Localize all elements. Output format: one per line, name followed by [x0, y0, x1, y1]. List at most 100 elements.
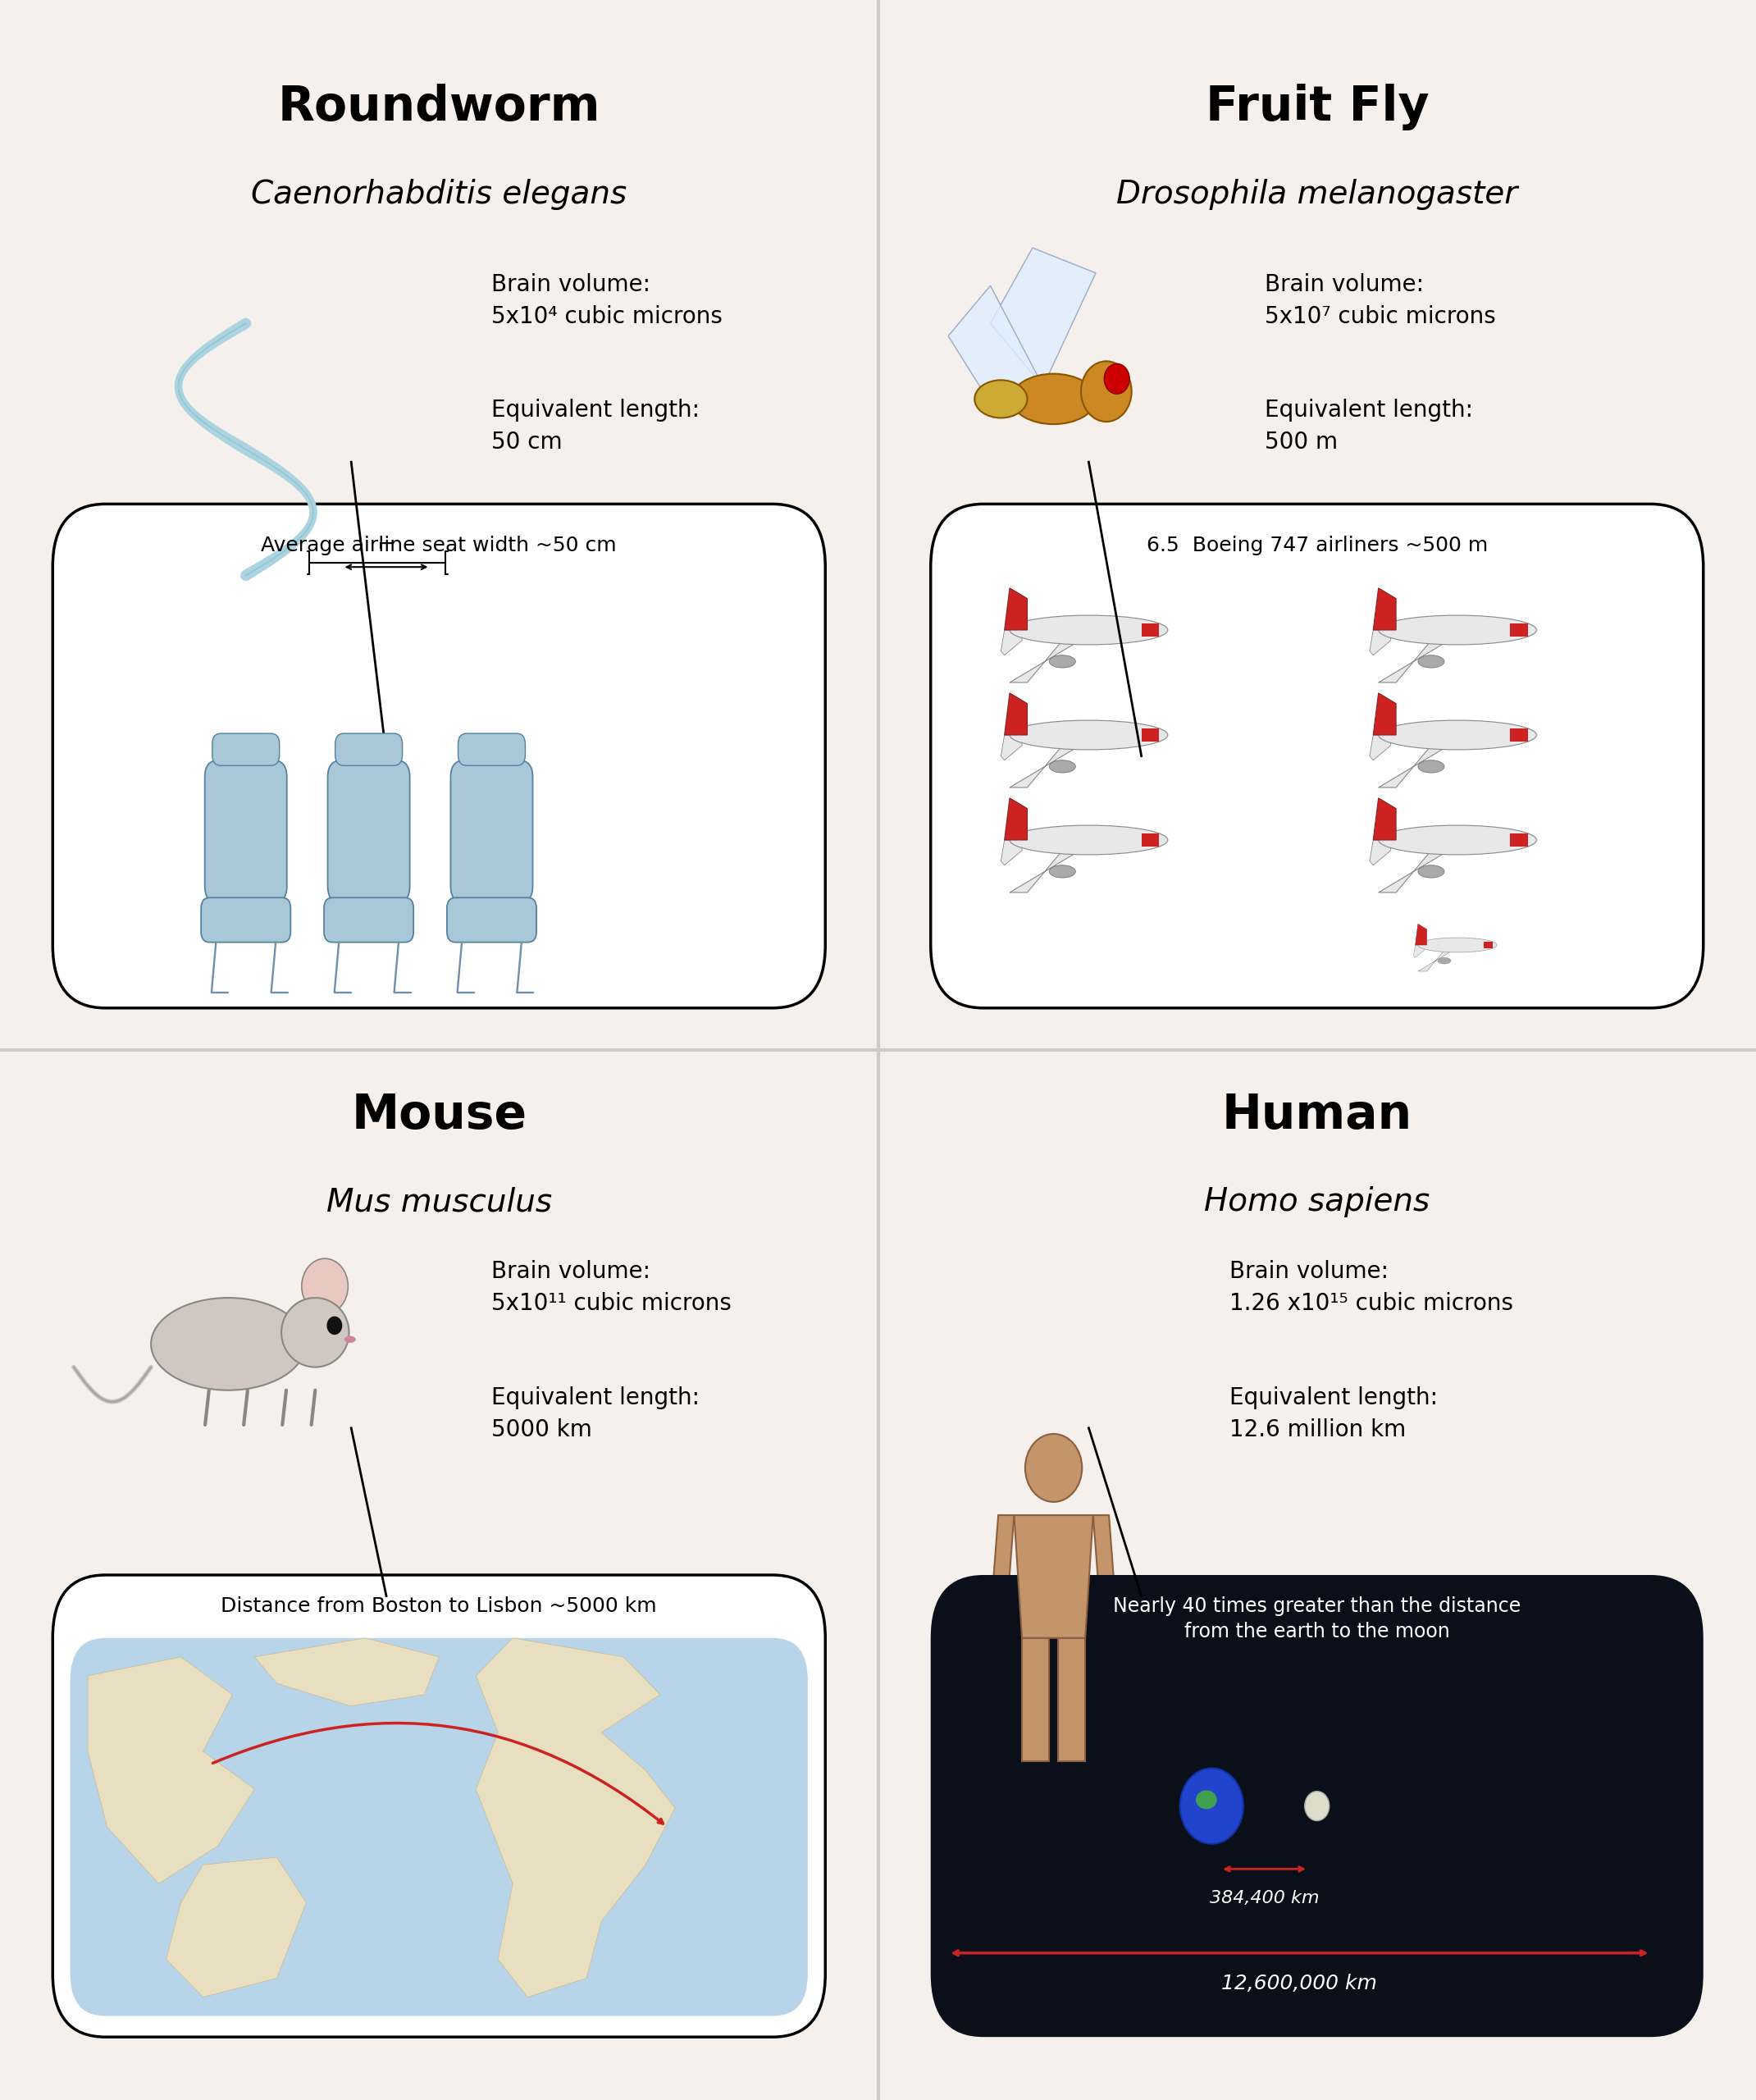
Text: Mouse: Mouse: [351, 1092, 527, 1138]
FancyBboxPatch shape: [53, 1575, 825, 2037]
Polygon shape: [1001, 840, 1022, 865]
Text: Equivalent length:
12.6 million km: Equivalent length: 12.6 million km: [1229, 1386, 1438, 1441]
Polygon shape: [1378, 840, 1466, 892]
Text: Roundworm: Roundworm: [277, 84, 601, 130]
Ellipse shape: [1378, 825, 1536, 855]
Text: ⌐: ⌐: [378, 533, 395, 557]
Polygon shape: [1059, 1638, 1085, 1760]
Polygon shape: [1141, 729, 1159, 741]
FancyBboxPatch shape: [70, 1638, 808, 2016]
FancyBboxPatch shape: [451, 760, 532, 903]
Ellipse shape: [344, 1336, 356, 1342]
Ellipse shape: [1196, 1789, 1217, 1808]
Circle shape: [327, 1317, 342, 1336]
Polygon shape: [1419, 945, 1461, 970]
Polygon shape: [1378, 630, 1466, 682]
Ellipse shape: [1050, 655, 1075, 668]
FancyBboxPatch shape: [200, 897, 290, 943]
FancyBboxPatch shape: [323, 897, 413, 943]
FancyBboxPatch shape: [446, 897, 536, 943]
Text: Equivalent length:
50 cm: Equivalent length: 50 cm: [492, 399, 701, 454]
FancyBboxPatch shape: [931, 1575, 1703, 2037]
Ellipse shape: [1050, 865, 1075, 878]
Polygon shape: [1378, 735, 1466, 788]
Text: 12,600,000 km: 12,600,000 km: [1222, 1974, 1377, 1993]
Text: Brain volume:
5x10¹¹ cubic microns: Brain volume: 5x10¹¹ cubic microns: [492, 1260, 732, 1315]
Ellipse shape: [975, 380, 1027, 418]
Polygon shape: [1370, 735, 1391, 760]
Polygon shape: [167, 1856, 306, 1997]
Polygon shape: [990, 248, 1096, 386]
FancyBboxPatch shape: [205, 760, 286, 903]
Circle shape: [1180, 1768, 1243, 1844]
Text: Distance from Boston to Lisbon ~5000 km: Distance from Boston to Lisbon ~5000 km: [221, 1596, 657, 1615]
Ellipse shape: [1010, 615, 1168, 645]
Polygon shape: [1370, 840, 1391, 865]
Polygon shape: [1010, 630, 1098, 682]
Polygon shape: [1370, 630, 1391, 655]
Text: Human: Human: [1222, 1092, 1412, 1138]
Polygon shape: [1004, 693, 1027, 735]
Polygon shape: [1092, 1516, 1117, 1619]
Polygon shape: [948, 286, 1043, 386]
Ellipse shape: [1419, 937, 1496, 953]
Text: Fruit Fly: Fruit Fly: [1205, 84, 1429, 130]
Polygon shape: [1001, 630, 1022, 655]
Polygon shape: [1373, 798, 1396, 840]
Circle shape: [1105, 363, 1129, 395]
FancyBboxPatch shape: [931, 504, 1703, 1008]
Ellipse shape: [1011, 374, 1096, 424]
FancyBboxPatch shape: [212, 733, 279, 766]
Ellipse shape: [1438, 958, 1450, 964]
Text: Equivalent length:
5000 km: Equivalent length: 5000 km: [492, 1386, 701, 1441]
FancyBboxPatch shape: [458, 733, 525, 766]
Polygon shape: [1004, 798, 1027, 840]
Ellipse shape: [1010, 720, 1168, 750]
Circle shape: [1082, 361, 1131, 422]
Polygon shape: [1373, 693, 1396, 735]
FancyBboxPatch shape: [53, 504, 825, 1008]
Text: Mus musculus: Mus musculus: [327, 1186, 551, 1218]
Polygon shape: [1484, 941, 1493, 947]
Text: 384,400 km: 384,400 km: [1210, 1890, 1319, 1907]
Circle shape: [1026, 1434, 1082, 1502]
Polygon shape: [1414, 945, 1424, 958]
Ellipse shape: [1419, 865, 1443, 878]
Polygon shape: [1015, 1516, 1092, 1638]
Text: Average airline seat width ~50 cm: Average airline seat width ~50 cm: [262, 536, 616, 554]
Circle shape: [1305, 1791, 1329, 1821]
Text: Brain volume:
5x10⁴ cubic microns: Brain volume: 5x10⁴ cubic microns: [492, 273, 723, 328]
Ellipse shape: [1010, 825, 1168, 855]
Ellipse shape: [1419, 655, 1443, 668]
Text: Brain volume:
5x10⁷ cubic microns: Brain volume: 5x10⁷ cubic microns: [1264, 273, 1496, 328]
Ellipse shape: [151, 1298, 306, 1390]
Polygon shape: [255, 1638, 439, 1705]
Polygon shape: [1415, 924, 1426, 945]
Polygon shape: [1141, 834, 1159, 846]
Ellipse shape: [1378, 720, 1536, 750]
Text: Caenorhabditis elegans: Caenorhabditis elegans: [251, 179, 627, 210]
Polygon shape: [1141, 624, 1159, 636]
FancyBboxPatch shape: [328, 760, 409, 903]
Polygon shape: [990, 1516, 1015, 1619]
Text: Homo sapiens: Homo sapiens: [1205, 1186, 1429, 1218]
Polygon shape: [88, 1657, 255, 1884]
Polygon shape: [1010, 735, 1098, 788]
Text: Drosophila melanogaster: Drosophila melanogaster: [1117, 179, 1517, 210]
Circle shape: [302, 1258, 348, 1315]
FancyBboxPatch shape: [335, 733, 402, 766]
Ellipse shape: [1378, 615, 1536, 645]
Text: 6.5  Boeing 747 airliners ~500 m: 6.5 Boeing 747 airliners ~500 m: [1147, 536, 1487, 554]
Polygon shape: [1022, 1638, 1048, 1760]
Polygon shape: [1004, 588, 1027, 630]
Polygon shape: [1510, 624, 1528, 636]
Polygon shape: [1373, 588, 1396, 630]
Ellipse shape: [1419, 760, 1443, 773]
Text: Equivalent length:
500 m: Equivalent length: 500 m: [1264, 399, 1473, 454]
Text: Brain volume:
1.26 x10¹⁵ cubic microns: Brain volume: 1.26 x10¹⁵ cubic microns: [1229, 1260, 1514, 1315]
Polygon shape: [1510, 834, 1528, 846]
Polygon shape: [1510, 729, 1528, 741]
Text: Nearly 40 times greater than the distance
from the earth to the moon: Nearly 40 times greater than the distanc…: [1113, 1596, 1521, 1642]
Ellipse shape: [1050, 760, 1075, 773]
Ellipse shape: [281, 1298, 349, 1367]
